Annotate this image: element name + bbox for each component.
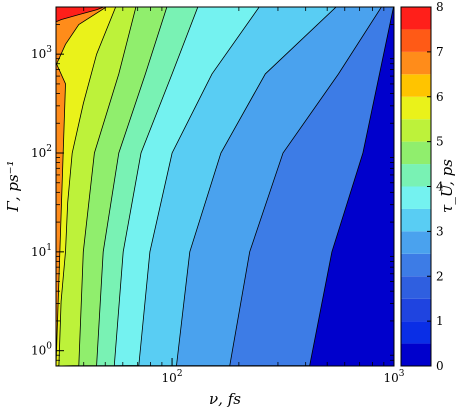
contour-band-5 (56, 7, 117, 366)
colorbar-tick-label: 8 (436, 0, 444, 14)
colorbar-tick-label: 3 (436, 224, 444, 238)
colorbar-band (401, 253, 431, 277)
colorbar-band (401, 321, 431, 344)
colorbar-tick-label: 0 (436, 359, 444, 373)
colorbar-band (401, 29, 431, 52)
colorbar-band (401, 186, 431, 209)
colorbar: 0 1 2 3 4 5 6 7 8 τ_U, ps (400, 0, 456, 373)
colorbar-label: τ_U, ps (438, 159, 456, 213)
y-tick-label: 103 (31, 45, 52, 61)
colorbar-bands (401, 7, 431, 366)
colorbar-band (401, 74, 431, 97)
colorbar-band (401, 343, 431, 366)
colorbar-band (401, 96, 431, 120)
colorbar-band (401, 298, 431, 322)
x-tick-label: 102 (162, 369, 183, 385)
colorbar-band (401, 164, 431, 187)
x-axis-label: ν, fs (209, 390, 241, 408)
colorbar-band (401, 141, 431, 165)
colorbar-band (401, 7, 431, 30)
y-axis-label: Γ, ps⁻¹ (4, 160, 22, 212)
colorbar-tick-label: 5 (436, 135, 444, 149)
x-tick-label: 103 (383, 369, 404, 385)
contour-band-6 (56, 7, 108, 366)
y-tick-label: 102 (31, 144, 52, 160)
y-tick-label: 101 (31, 243, 52, 259)
colorbar-band (401, 231, 431, 254)
colorbar-band (401, 276, 431, 299)
plot-frame (55, 6, 395, 367)
colorbar-tick-label: 4 (436, 180, 444, 194)
colorbar-tick-label: 1 (436, 314, 444, 328)
y-tick-label: 100 (31, 342, 52, 358)
plot-area: 102 103 100 101 102 103 (31, 6, 405, 385)
x-axis-ticks: 102 103 (83, 7, 405, 385)
colorbar-band (401, 119, 431, 142)
contour-band-7 (56, 7, 105, 366)
colorbar-tick-label: 7 (436, 45, 444, 59)
contour-bands (56, 7, 394, 366)
colorbar-tick-label: 6 (436, 90, 444, 104)
colorbar-band (401, 51, 431, 75)
colorbar-band (401, 208, 431, 232)
colorbar-tick-label: 2 (436, 269, 444, 283)
colorbar-ticks: 0 1 2 3 4 5 6 7 8 (427, 0, 444, 373)
